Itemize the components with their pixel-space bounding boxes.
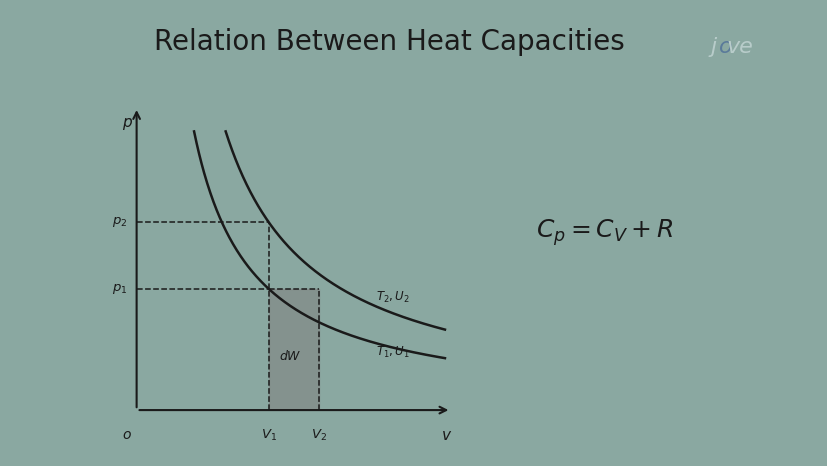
- Text: j: j: [710, 37, 716, 57]
- Text: $V_2$: $V_2$: [311, 428, 327, 443]
- Text: $dW$: $dW$: [280, 349, 302, 363]
- Text: $\mathit{C}_p = \mathit{C}_V + \mathit{R}$: $\mathit{C}_p = \mathit{C}_V + \mathit{R…: [535, 218, 672, 248]
- Text: $T_1, U_1$: $T_1, U_1$: [375, 345, 409, 360]
- Text: $o$: $o$: [122, 428, 132, 442]
- Text: $V_1$: $V_1$: [261, 428, 276, 443]
- Text: $p$: $p$: [122, 116, 132, 132]
- Text: $p_1$: $p_1$: [112, 282, 127, 296]
- Text: $p_2$: $p_2$: [112, 215, 127, 229]
- Text: $T_2, U_2$: $T_2, U_2$: [375, 290, 409, 305]
- Text: o: o: [719, 37, 732, 57]
- Text: $v$: $v$: [441, 428, 452, 443]
- Text: Relation Between Heat Capacities: Relation Between Heat Capacities: [154, 28, 624, 56]
- Text: ve: ve: [725, 37, 752, 57]
